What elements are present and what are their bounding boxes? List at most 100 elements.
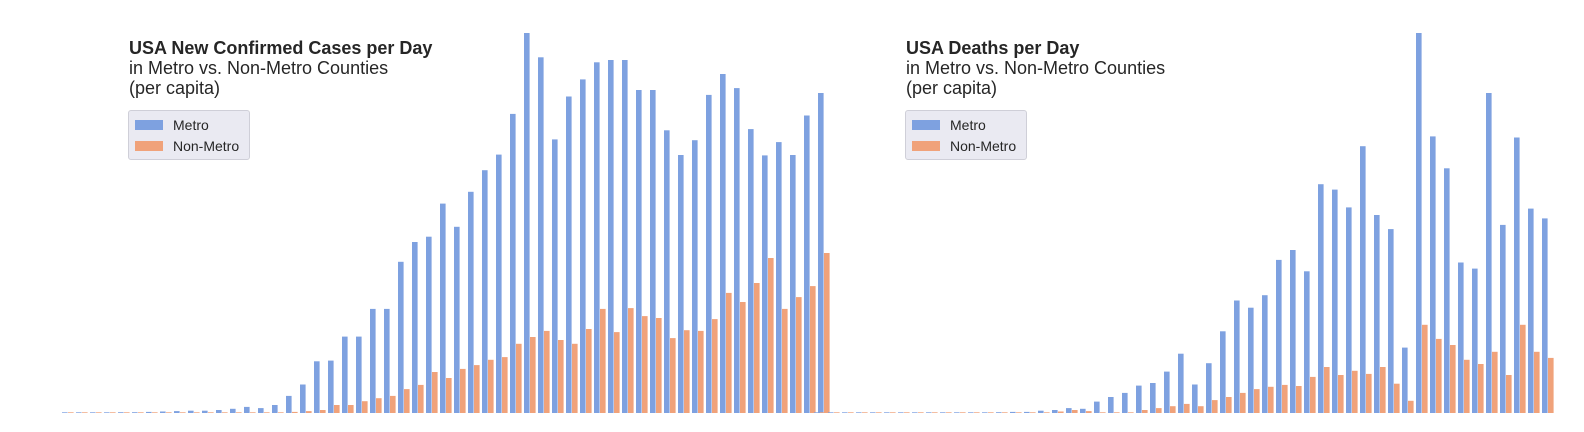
metro-bar <box>1276 259 1282 413</box>
metro-bar <box>636 90 642 413</box>
nonmetro-swatch <box>912 140 940 151</box>
metro-bar <box>244 406 250 413</box>
nonmetro-bar <box>932 412 938 413</box>
nonmetro-bar <box>1072 410 1078 413</box>
metro-bar <box>748 129 754 413</box>
cases-chart-title: USA New Confirmed Cases per Day <box>129 38 433 58</box>
metro-bar <box>230 408 236 413</box>
nonmetro-bar <box>418 384 424 413</box>
metro-bar <box>1486 93 1492 413</box>
metro-bar <box>468 191 474 413</box>
nonmetro-bar <box>236 412 242 413</box>
metro-bar <box>370 308 376 413</box>
nonmetro-bar <box>1240 392 1246 413</box>
metro-bar <box>1472 268 1478 413</box>
nonmetro-bar <box>1128 412 1134 413</box>
metro-bar <box>1332 189 1338 413</box>
nonmetro-bar <box>96 412 102 413</box>
metro-bar <box>706 94 712 414</box>
nonmetro-bar <box>1044 412 1050 413</box>
nonmetro-bar <box>684 330 690 413</box>
metro-bar <box>1178 353 1184 413</box>
metro-bar <box>1234 300 1240 413</box>
nonmetro-bar <box>1156 408 1162 413</box>
metro-bar <box>314 361 320 413</box>
metro-bar <box>1220 331 1226 413</box>
nonmetro-bar <box>1422 324 1428 413</box>
metro-bar <box>898 412 904 413</box>
nonmetro-bar <box>194 412 200 413</box>
nonmetro-bar <box>974 412 980 413</box>
nonmetro-bar <box>376 398 382 413</box>
metro-bar <box>828 412 834 413</box>
nonmetro-bar <box>848 412 854 413</box>
metro-bar <box>664 130 670 414</box>
metro-bar <box>1360 146 1366 413</box>
legend-label-metro: Metro <box>950 116 986 133</box>
nonmetro-bar <box>656 318 662 413</box>
metro-bar <box>734 88 740 413</box>
metro-swatch <box>912 119 940 130</box>
nonmetro-bar <box>768 258 774 413</box>
metro-bar <box>384 308 390 413</box>
nonmetro-bar <box>404 389 410 413</box>
nonmetro-bar <box>698 330 704 413</box>
metro-bar <box>622 60 628 413</box>
metro-bar <box>776 142 782 413</box>
nonmetro-bar <box>782 308 788 413</box>
metro-bar <box>804 115 810 413</box>
metro-bar <box>650 90 656 413</box>
nonmetro-bar <box>502 357 508 413</box>
nonmetro-bar <box>1254 389 1260 413</box>
deaths-bar-chart <box>814 33 1554 413</box>
nonmetro-bar <box>862 412 868 413</box>
metro-bar <box>286 395 292 413</box>
metro-bar <box>258 408 264 413</box>
metro-bar <box>608 60 614 413</box>
metro-bar <box>926 412 932 413</box>
cases-bar-chart <box>62 33 830 414</box>
metro-bar <box>160 411 166 413</box>
nonmetro-bar <box>1226 397 1232 413</box>
metro-bar <box>982 412 988 413</box>
metro-bar <box>202 410 208 413</box>
nonmetro-bar <box>946 412 952 413</box>
nonmetro-bar <box>824 253 830 413</box>
deaths-chart-title: USA Deaths per Day <box>906 38 1080 58</box>
metro-bar <box>538 57 544 414</box>
metro-bar <box>1206 363 1212 413</box>
metro-bar <box>1192 384 1198 413</box>
metro-bar <box>762 155 768 413</box>
metro-bar <box>1052 410 1058 413</box>
metro-bar <box>1514 137 1520 413</box>
nonmetro-bar <box>820 412 826 413</box>
nonmetro-bar <box>572 343 578 413</box>
metro-bar <box>552 139 558 413</box>
metro-bar <box>1066 408 1072 413</box>
metro-bar <box>272 405 278 413</box>
metro-bar <box>496 154 502 413</box>
metro-bar <box>174 411 180 413</box>
metro-bar <box>842 412 848 413</box>
metro-bar <box>328 360 334 413</box>
nonmetro-bar <box>1436 338 1442 413</box>
nonmetro-bar <box>1338 375 1344 413</box>
nonmetro-bar <box>152 412 158 413</box>
nonmetro-bar <box>740 302 746 413</box>
nonmetro-bar <box>1198 406 1204 413</box>
nonmetro-bar <box>460 368 466 413</box>
metro-bar <box>1108 397 1114 413</box>
metro-bar <box>1374 215 1380 413</box>
nonmetro-bar <box>754 283 760 413</box>
nonmetro-bar <box>960 412 966 413</box>
nonmetro-bar <box>544 330 550 413</box>
nonmetro-bar <box>876 412 882 413</box>
metro-bar <box>62 412 68 413</box>
nonmetro-bar <box>1296 386 1302 413</box>
metro-bar <box>146 411 152 413</box>
metro-bar <box>818 93 824 413</box>
metro-bar <box>1430 136 1436 413</box>
nonmetro-bar <box>1212 400 1218 413</box>
nonmetro-bar <box>1464 359 1470 413</box>
nonmetro-bar <box>68 412 74 413</box>
